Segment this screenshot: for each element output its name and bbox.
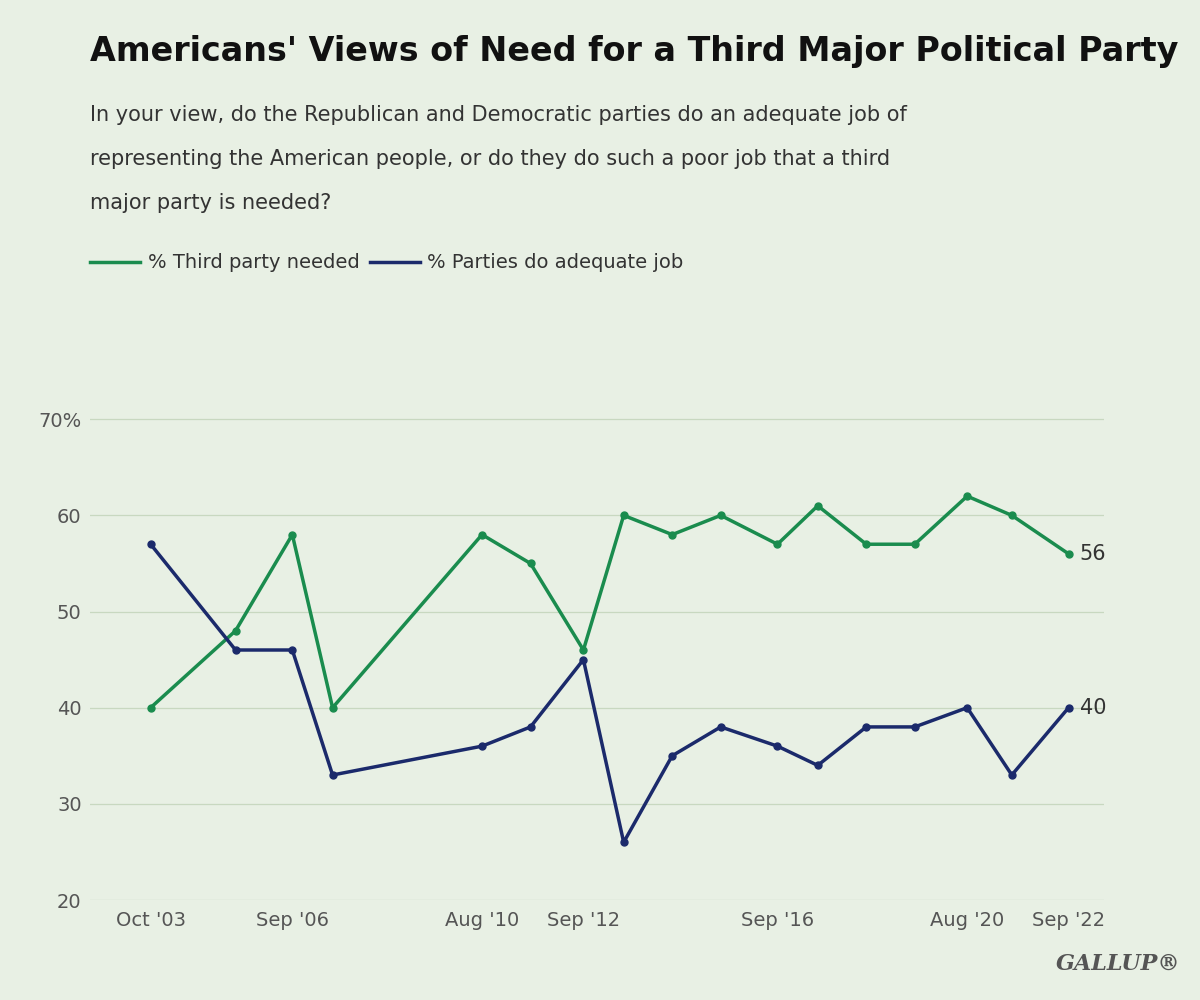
Text: In your view, do the Republican and Democratic parties do an adequate job of: In your view, do the Republican and Demo… [90, 105, 907, 125]
Text: 40: 40 [1080, 698, 1106, 718]
Text: representing the American people, or do they do such a poor job that a third: representing the American people, or do … [90, 149, 890, 169]
Text: Americans' Views of Need for a Third Major Political Party: Americans' Views of Need for a Third Maj… [90, 35, 1178, 68]
Text: 56: 56 [1080, 544, 1106, 564]
Text: GALLUP®: GALLUP® [1056, 953, 1181, 975]
Text: major party is needed?: major party is needed? [90, 193, 331, 213]
Text: % Parties do adequate job: % Parties do adequate job [427, 252, 684, 271]
Text: % Third party needed: % Third party needed [148, 252, 359, 271]
